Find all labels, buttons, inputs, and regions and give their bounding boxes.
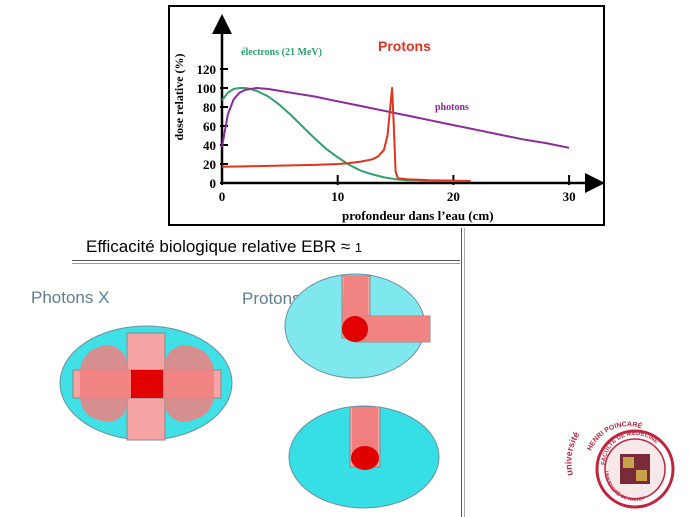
photons-beam-vertical — [126, 332, 166, 441]
y-tick-label: 80 — [203, 100, 216, 115]
protons-target-ellipse-1 — [284, 273, 426, 379]
chart-svg: 0 10 20 30 0 20 40 60 80 100 120 électrons (21 MeV… — [172, 14, 605, 223]
x-tick-label: 10 — [331, 189, 344, 204]
photons-x-label: Photons X — [31, 288, 110, 307]
photons-overlap-core — [131, 370, 163, 398]
y-tick-label: 40 — [203, 138, 216, 153]
seal-quarter-2 — [636, 470, 647, 481]
photons-x-diagram — [59, 325, 233, 441]
seal-quarter — [623, 457, 634, 468]
x-tick-label: 30 — [563, 189, 576, 204]
y-tick-label: 100 — [197, 81, 217, 96]
protons-bragg-peak-1 — [342, 316, 368, 342]
protons-beam-vertical — [341, 275, 371, 339]
protons-beam-single — [349, 406, 381, 468]
universite-henri-poincare-logo: université HENRI POINCARÉ FACULTÉ DE MÉD… — [563, 421, 675, 509]
photons-target-ellipse — [59, 325, 233, 441]
y-axis-title: dose relative (%) — [172, 53, 186, 140]
x-axis-title: profondeur dans l’eau (cm) — [342, 208, 494, 223]
series-label-photons: photons — [435, 102, 469, 113]
protons-label: Protons — [242, 289, 301, 308]
series-label-protons: Protons — [378, 38, 431, 54]
ebr-value: 1 — [354, 240, 363, 255]
x-tick-label: 0 — [219, 189, 226, 204]
protons-beam-horizontal — [354, 315, 431, 343]
subtitle-divider-shadow — [72, 263, 460, 264]
vertical-divider — [461, 228, 462, 517]
photons-curve — [221, 87, 570, 149]
ebr-subtitle-text: Efficacité biologique relative EBR ≈ — [86, 237, 351, 256]
subtitle-divider — [72, 260, 460, 261]
dose-depth-chart: 0 10 20 30 0 20 40 60 80 100 120 électrons (21 MeV… — [168, 5, 605, 226]
series-label-electrons: électrons (21 MeV) — [241, 47, 322, 58]
photons-beam-horizontal — [72, 369, 222, 399]
protons-bragg-peak-2 — [351, 446, 379, 470]
ebr-subtitle: Efficacité biologique relative EBR ≈ 1 — [86, 237, 362, 257]
protons-target-ellipse-2 — [288, 405, 440, 509]
x-tick-label: 20 — [447, 189, 460, 204]
vertical-divider-shadow — [464, 228, 465, 517]
protons-two-beam-diagram — [284, 273, 431, 379]
protons-dose-column — [352, 407, 378, 458]
y-tick-label: 60 — [203, 119, 216, 134]
y-tick-label: 20 — [203, 157, 216, 172]
protons-curve — [221, 87, 471, 183]
y-tick-label: 0 — [210, 176, 217, 191]
photons-dose-cross — [80, 345, 214, 422]
logo-text-universite: université — [563, 430, 581, 477]
protons-single-beam-diagram — [288, 405, 440, 509]
protons-dose-l-shape — [342, 276, 430, 342]
y-tick-label: 120 — [197, 62, 217, 77]
